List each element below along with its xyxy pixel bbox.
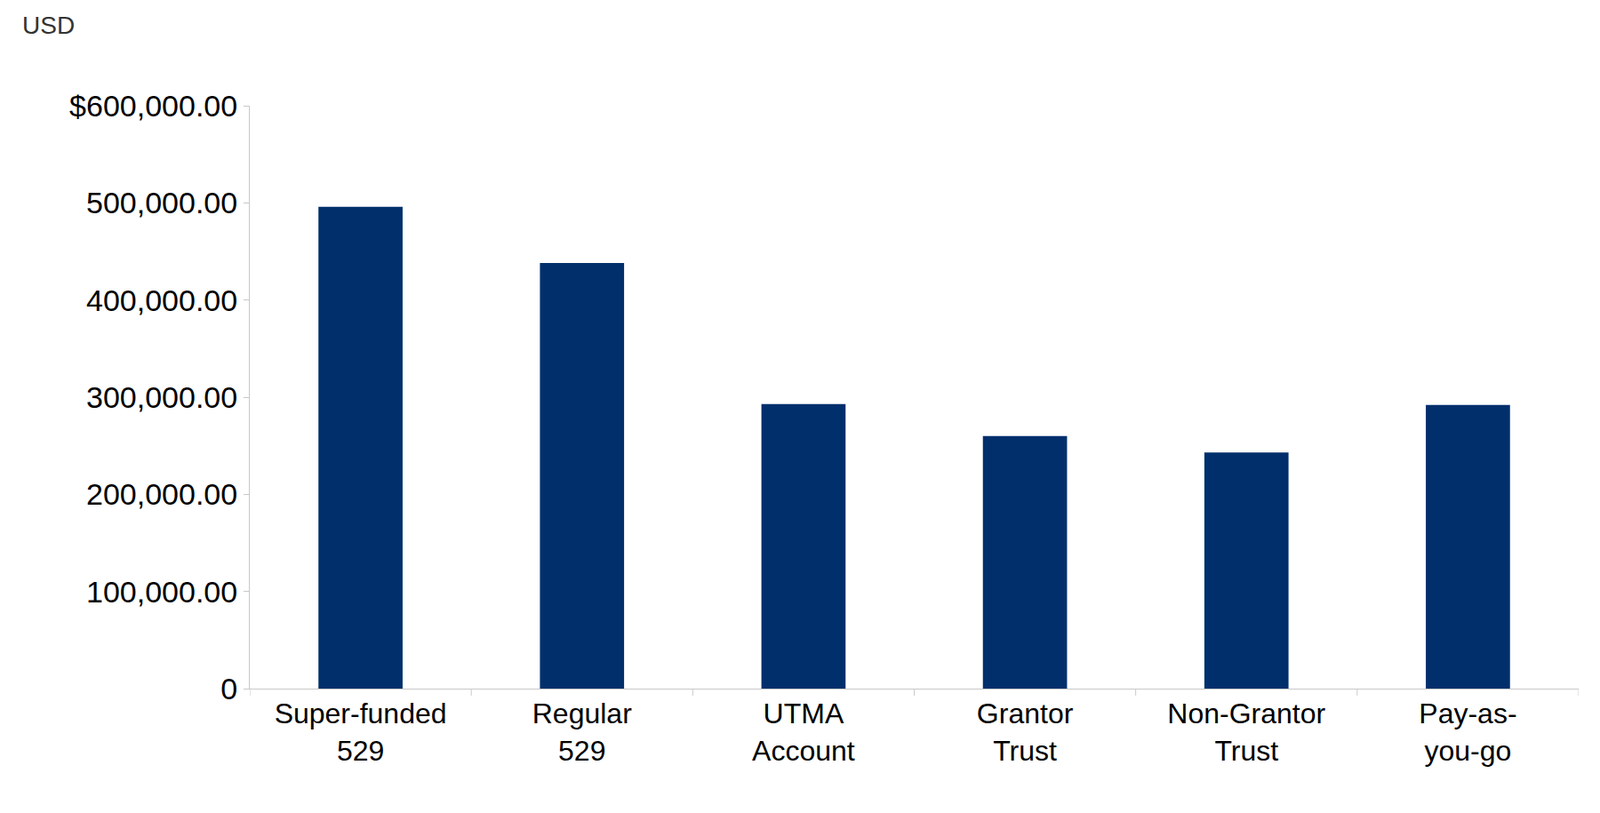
- svg-text:$600,000.00: $600,000.00: [69, 88, 238, 123]
- svg-text:GrantorTrust: GrantorTrust: [976, 697, 1074, 768]
- svg-text:400,000.00: 400,000.00: [86, 283, 238, 318]
- svg-text:USD: USD: [22, 11, 75, 40]
- svg-text:0: 0: [220, 672, 238, 706]
- svg-text:Pay-as-you-go: Pay-as-you-go: [1418, 697, 1517, 768]
- svg-text:Regular529: Regular529: [532, 697, 632, 768]
- svg-text:100,000.00: 100,000.00: [86, 575, 238, 609]
- svg-text:500,000.00: 500,000.00: [86, 185, 238, 220]
- svg-text:300,000.00: 300,000.00: [86, 380, 238, 415]
- svg-text:UTMAAccount: UTMAAccount: [752, 697, 856, 768]
- svg-text:Super-funded529: Super-funded529: [274, 697, 448, 768]
- svg-text:Non-GrantorTrust: Non-GrantorTrust: [1167, 697, 1326, 768]
- svg-text:200,000.00: 200,000.00: [86, 477, 238, 512]
